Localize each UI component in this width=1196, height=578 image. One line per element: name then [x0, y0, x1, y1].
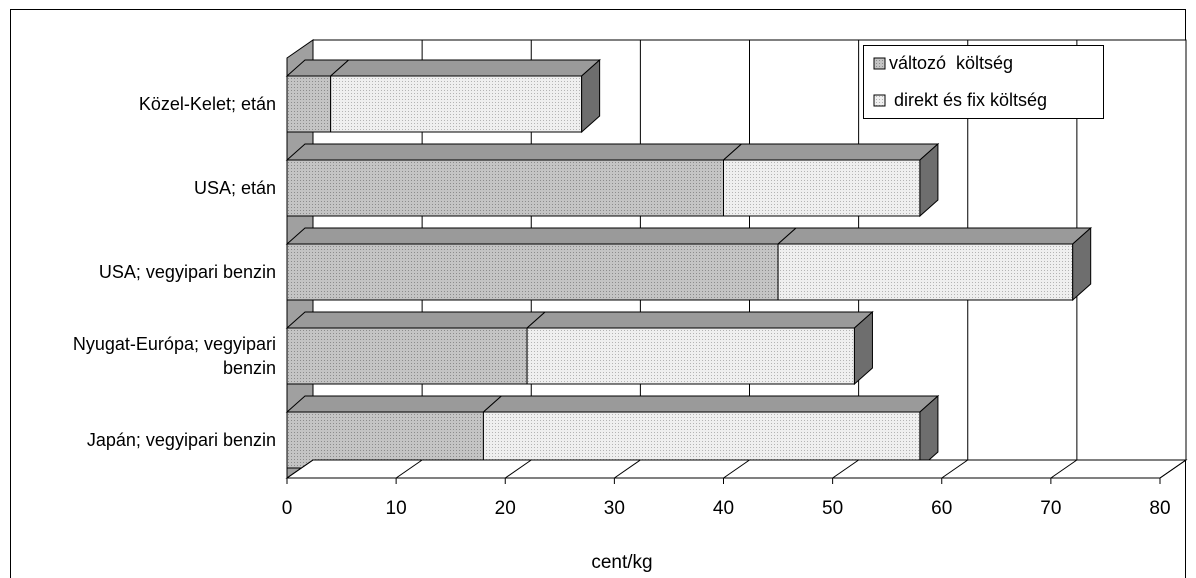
bar-top-face — [329, 59, 601, 77]
bar-top-face — [776, 227, 1093, 245]
bar-top-face — [525, 311, 874, 329]
bar-segment — [286, 411, 484, 469]
bar-top-face — [285, 311, 547, 329]
legend-label-variable-cost: változó költség — [889, 53, 1013, 73]
tick-labels: 0 10 20 30 40 50 60 70 80 — [282, 498, 1171, 519]
category-label: Japán; vegyipari benzin — [87, 430, 276, 450]
legend: változó költség direkt és fix költség — [863, 45, 1104, 119]
bar-segment — [286, 327, 528, 385]
bar-segment — [286, 243, 779, 301]
legend-box — [863, 45, 1104, 119]
category-label: USA; etán — [194, 178, 276, 198]
bar-segment — [777, 243, 1074, 301]
bar-side-face — [853, 310, 873, 386]
bar-side-face — [919, 394, 939, 470]
legend-label-direct-fixed-cost: direkt és fix költség — [894, 90, 1047, 110]
floor-gridline — [1159, 459, 1187, 479]
floor-gridline — [723, 459, 750, 479]
bar-segment — [330, 75, 583, 133]
bars — [285, 58, 1093, 470]
category-label: USA; vegyipari benzin — [99, 262, 276, 282]
floor-gridline — [1050, 459, 1078, 479]
bar-segment — [286, 159, 724, 217]
floor-gridline — [832, 459, 859, 479]
x-tick-label: 40 — [713, 498, 734, 519]
x-tick-label: 80 — [1149, 498, 1170, 519]
x-axis-title: cent/kg — [591, 552, 652, 573]
bar-segment — [723, 159, 921, 217]
floor-gridline — [286, 459, 314, 479]
floor-gridline — [504, 459, 532, 479]
bar-top-face — [482, 395, 940, 413]
legend-swatch-direct-fixed-cost — [873, 94, 886, 107]
x-tick-label: 20 — [495, 498, 516, 519]
x-tick-label: 60 — [931, 498, 952, 519]
x-tick-label: 0 — [282, 498, 293, 519]
category-labels: Közel-Kelet; etán USA; etán USA; vegyipari… — [73, 94, 276, 450]
floor-gridline — [614, 459, 641, 479]
x-tick-label: 10 — [386, 498, 407, 519]
floor-gridline — [395, 459, 423, 479]
bar-segment — [482, 411, 921, 469]
bar-segment — [286, 75, 332, 133]
bar-top-face — [285, 143, 743, 161]
bar-top-face — [285, 227, 798, 245]
bar-segment — [526, 327, 855, 385]
floor-gridline — [941, 459, 969, 479]
legend-swatch-variable-cost — [873, 57, 886, 70]
x-tick-label: 30 — [604, 498, 625, 519]
x-tick-label: 70 — [1040, 498, 1061, 519]
bar-side-face — [581, 58, 601, 134]
x-tick-label: 50 — [822, 498, 843, 519]
category-label: Közel-Kelet; etán — [139, 94, 276, 114]
floor — [285, 459, 1188, 484]
bar-top-face — [285, 395, 503, 413]
bar-top-face — [722, 143, 940, 161]
bar-side-face — [919, 142, 939, 218]
category-label: Nyugat-Európa; vegyipari — [73, 334, 276, 354]
category-label: benzin — [223, 358, 276, 378]
bar-side-face — [1072, 226, 1092, 302]
